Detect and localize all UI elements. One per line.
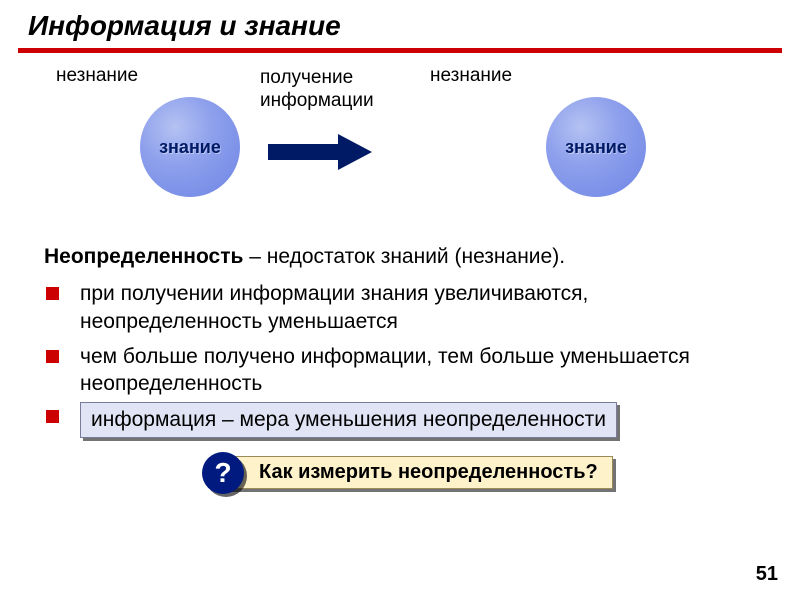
label-process-line2: информации xyxy=(260,90,374,111)
definition-rest: – недостаток знаний (незнание). xyxy=(243,245,565,268)
list-item: при получении информации знания увеличив… xyxy=(74,280,756,335)
diagram: незнание незнание получение информации з… xyxy=(0,59,800,239)
circle-knowledge-left: знание xyxy=(140,97,240,197)
label-process: получение информации xyxy=(260,67,374,113)
label-process-line1: получение xyxy=(260,67,353,88)
question-mark-badge: ? xyxy=(202,452,244,494)
circle-left-label: знание xyxy=(159,137,221,158)
list-item: чем больше получено информации, тем боль… xyxy=(74,343,756,398)
label-neznanie-left: незнание xyxy=(56,65,138,87)
arrow-icon xyxy=(268,134,378,170)
definition-term: Неопределенность xyxy=(44,245,243,268)
title-underline xyxy=(18,48,782,53)
highlight-box: информация – мера уменьшения неопределен… xyxy=(80,402,617,437)
page-title: Информация и знание xyxy=(28,10,800,42)
body-content: Неопределенность – недостаток знаний (не… xyxy=(0,239,800,496)
label-neznanie-right: незнание xyxy=(430,65,512,87)
question-row: ? Как измерить неопределенность? xyxy=(202,456,756,496)
list-item-highlight: информация – мера уменьшения неопределен… xyxy=(74,405,756,437)
question-mark-icon: ? xyxy=(214,457,231,489)
definition-line: Неопределенность – недостаток знаний (не… xyxy=(44,243,756,270)
page-number: 51 xyxy=(756,563,778,586)
bullet-list: при получении информации знания увеличив… xyxy=(44,280,756,437)
question-box: Как измерить неопределенность? xyxy=(228,456,613,489)
circle-knowledge-right: знание xyxy=(546,97,646,197)
circle-right-label: знание xyxy=(565,137,627,158)
